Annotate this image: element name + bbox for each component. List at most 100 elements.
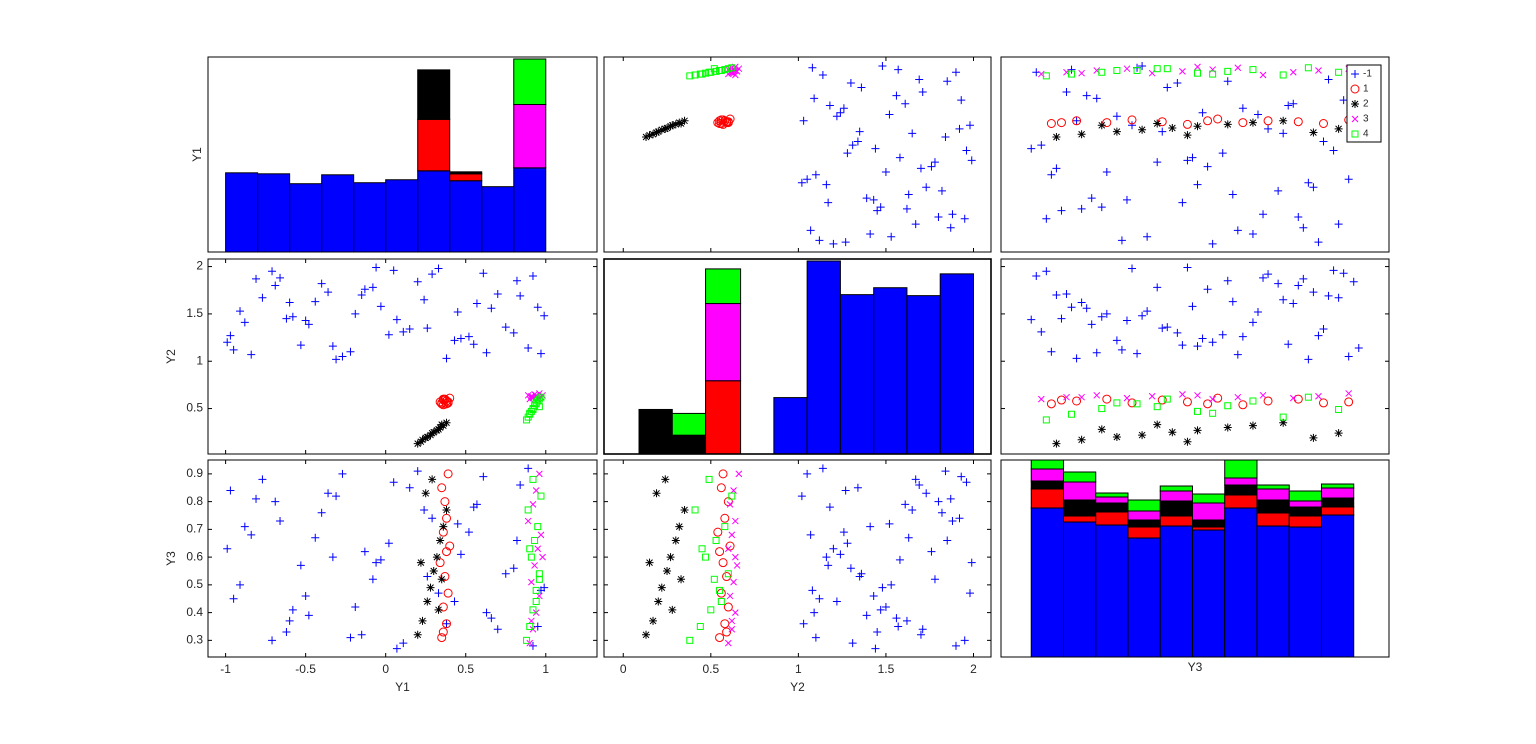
legend-label: 1 (1363, 84, 1369, 95)
marker (423, 324, 432, 333)
marker (392, 315, 401, 324)
marker (957, 472, 966, 481)
marker (1183, 156, 1192, 165)
marker (389, 478, 398, 487)
x-tick-label: 1 (795, 662, 802, 676)
marker (420, 505, 429, 514)
marker (666, 122, 675, 131)
marker (1153, 420, 1162, 429)
marker (392, 644, 401, 653)
marker (908, 129, 917, 138)
marker (1289, 99, 1298, 108)
marker (426, 583, 435, 592)
marker (668, 121, 677, 130)
marker (943, 77, 952, 86)
marker (450, 597, 459, 606)
histogram-bar (638, 408, 673, 454)
marker (895, 153, 904, 162)
marker (1112, 112, 1121, 121)
marker (930, 575, 939, 584)
marker (346, 347, 355, 356)
marker (1173, 79, 1182, 88)
marker (389, 266, 398, 275)
marker (296, 341, 305, 350)
histogram-bar (1256, 488, 1290, 501)
marker (915, 480, 924, 489)
marker (1224, 67, 1232, 75)
marker (288, 312, 297, 321)
marker (1304, 178, 1313, 187)
marker (1063, 393, 1070, 401)
marker (1143, 232, 1152, 241)
marker (1163, 323, 1172, 332)
marker (526, 622, 534, 630)
marker (512, 536, 521, 545)
histogram-bar (705, 380, 742, 454)
marker (902, 204, 911, 213)
marker (871, 644, 880, 653)
marker (666, 553, 675, 562)
marker (797, 178, 806, 187)
marker (836, 108, 845, 117)
marker (1289, 299, 1298, 308)
histogram-bar (1320, 506, 1355, 516)
marker (1183, 437, 1192, 446)
panel (642, 464, 976, 653)
marker (721, 523, 729, 531)
marker (710, 575, 718, 583)
histogram-bar (1191, 502, 1226, 521)
marker (1304, 355, 1313, 364)
marker (724, 65, 732, 73)
marker (450, 336, 459, 345)
marker (487, 614, 496, 623)
marker (723, 117, 733, 127)
marker (1198, 334, 1207, 343)
marker (301, 316, 310, 325)
histogram-bar (1191, 519, 1226, 528)
marker (1072, 116, 1081, 125)
marker (328, 342, 337, 351)
histogram-bar (449, 180, 483, 252)
marker (1274, 279, 1283, 288)
marker (535, 575, 543, 583)
marker (437, 633, 447, 643)
marker (724, 639, 732, 647)
marker (718, 558, 728, 568)
marker (413, 439, 422, 448)
marker (965, 589, 974, 598)
marker (1208, 239, 1217, 248)
marker (735, 470, 743, 478)
marker (731, 553, 739, 561)
marker (904, 190, 913, 199)
axes-box (207, 459, 598, 658)
marker (368, 575, 377, 584)
marker (1158, 324, 1167, 333)
marker (1238, 118, 1248, 128)
panel (223, 263, 549, 448)
marker (413, 277, 422, 286)
marker (1052, 164, 1061, 173)
marker (927, 547, 936, 556)
marker (1259, 210, 1268, 219)
marker (873, 206, 882, 215)
marker (1163, 83, 1172, 92)
marker (691, 71, 699, 79)
marker (934, 212, 943, 221)
marker (843, 539, 852, 548)
marker (456, 550, 465, 559)
marker (1052, 290, 1061, 299)
marker (1233, 226, 1242, 235)
marker (717, 598, 725, 606)
histogram-bar (1224, 507, 1258, 657)
marker (434, 264, 443, 273)
histogram-bar (873, 287, 908, 454)
panel (1027, 263, 1363, 448)
marker (675, 522, 684, 531)
marker (885, 110, 894, 119)
marker (1077, 298, 1086, 307)
marker (894, 65, 903, 74)
y-tick-label: 1 (196, 353, 203, 367)
y-axis-label: Y1 (190, 147, 204, 162)
marker (1344, 352, 1353, 361)
marker (1138, 125, 1147, 134)
